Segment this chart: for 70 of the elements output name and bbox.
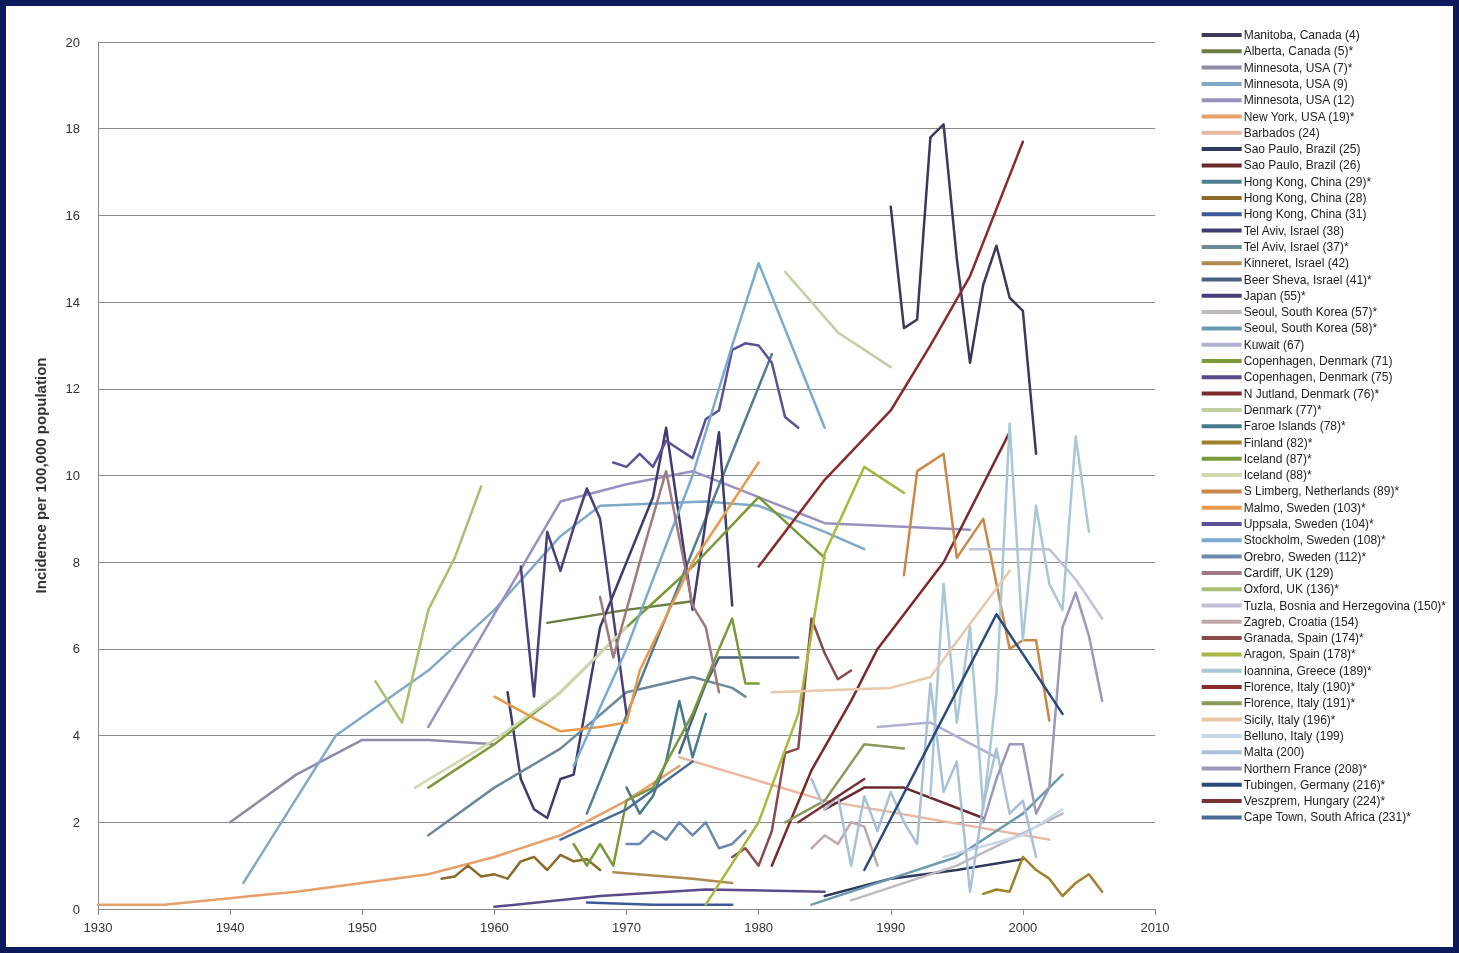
legend-label: Seoul, South Korea (57)* bbox=[1243, 305, 1378, 320]
legend-label: Tel Aviv, Israel (37)* bbox=[1243, 239, 1349, 254]
legend-label: Faroe Islands (78)* bbox=[1243, 419, 1347, 434]
legend-label: Sicily, Italy (196)* bbox=[1243, 712, 1336, 727]
legend-label: Beer Sheva, Israel (41)* bbox=[1243, 272, 1373, 287]
legend-label: Cardiff, UK (129) bbox=[1243, 565, 1334, 580]
legend-label: Tubingen, Germany (216)* bbox=[1243, 777, 1386, 792]
x-tick-label: 1980 bbox=[744, 920, 774, 935]
legend-label: Malmo, Sweden (103)* bbox=[1243, 500, 1367, 515]
legend-label: Orebro, Sweden (112)* bbox=[1243, 549, 1367, 564]
y-tick-label: 8 bbox=[72, 554, 80, 570]
legend-label: N Jutland, Denmark (76)* bbox=[1243, 386, 1380, 401]
legend-label: New York, USA (19)* bbox=[1243, 109, 1355, 124]
legend-label: Veszprem, Hungary (224)* bbox=[1243, 794, 1386, 809]
y-tick-label: 12 bbox=[65, 381, 80, 397]
x-tick-label: 1960 bbox=[479, 920, 509, 935]
legend-label: Stockholm, Sweden (108)* bbox=[1243, 533, 1387, 548]
x-tick-label: 2000 bbox=[1008, 920, 1038, 935]
x-tick-label: 1970 bbox=[612, 920, 641, 935]
legend-label: Finland (82)* bbox=[1243, 435, 1313, 450]
legend-label: Denmark (77)* bbox=[1243, 402, 1323, 417]
x-tick-label: 1940 bbox=[215, 920, 245, 935]
legend-label: Japan (55)* bbox=[1243, 288, 1307, 303]
y-axis-title: Incidence per 100,000 population bbox=[32, 357, 49, 594]
y-tick-label: 16 bbox=[65, 207, 80, 223]
y-tick-label: 6 bbox=[72, 641, 80, 657]
y-tick-label: 10 bbox=[65, 468, 80, 483]
legend-label: Minnesota, USA (12) bbox=[1243, 93, 1355, 108]
legend-label: Copenhagen, Denmark (71) bbox=[1243, 354, 1393, 368]
y-tick-label: 14 bbox=[65, 294, 80, 310]
legend-label: Manitoba, Canada (4) bbox=[1243, 28, 1360, 42]
legend-label: Florence, Italy (190)* bbox=[1243, 680, 1356, 694]
y-tick-label: 0 bbox=[72, 901, 80, 917]
legend-label: Belluno, Italy (199) bbox=[1243, 728, 1344, 743]
legend-label: Minnesota, USA (9) bbox=[1243, 76, 1348, 91]
legend-label: Zagreb, Croatia (154) bbox=[1243, 614, 1359, 629]
legend-label: Sao Paulo, Brazil (26) bbox=[1243, 158, 1361, 173]
legend-label: Seoul, South Korea (58)* bbox=[1243, 321, 1378, 336]
y-tick-label: 2 bbox=[72, 814, 80, 830]
y-tick-label: 20 bbox=[65, 34, 80, 50]
legend-label: Northern France (208)* bbox=[1243, 761, 1368, 776]
legend-label: Hong Kong, China (29)* bbox=[1243, 174, 1372, 189]
legend-label: Tel Aviv, Israel (38) bbox=[1243, 223, 1344, 238]
y-tick-label: 18 bbox=[65, 121, 80, 137]
legend-label: Sao Paulo, Brazil (25) bbox=[1243, 142, 1361, 157]
legend-label: Cape Town, South Africa (231)* bbox=[1243, 810, 1412, 825]
legend-label: Kinneret, Israel (42) bbox=[1243, 256, 1350, 271]
legend-label: Copenhagen, Denmark (75) bbox=[1243, 370, 1393, 385]
legend-label: Uppsala, Sweden (104)* bbox=[1243, 517, 1375, 531]
legend-label: Barbados (24) bbox=[1243, 125, 1320, 140]
legend-label: Minnesota, USA (7)* bbox=[1243, 60, 1353, 75]
x-tick-label: 1990 bbox=[876, 920, 906, 935]
legend-label: Florence, Italy (191)* bbox=[1243, 696, 1356, 711]
x-tick-label: 1930 bbox=[83, 920, 113, 935]
legend-label: Oxford, UK (136)* bbox=[1243, 582, 1340, 597]
legend-label: Hong Kong, China (31) bbox=[1243, 207, 1367, 222]
y-tick-label: 4 bbox=[72, 728, 80, 744]
legend-label: Malta (200) bbox=[1243, 745, 1305, 760]
legend-label: Iceland (87)* bbox=[1243, 451, 1313, 466]
x-tick-label: 2010 bbox=[1140, 920, 1170, 935]
legend-label: Tuzla, Bosnia and Herzegovina (150)* bbox=[1243, 598, 1447, 613]
legend-label: Granada, Spain (174)* bbox=[1243, 631, 1365, 646]
x-tick-label: 1950 bbox=[347, 920, 377, 935]
legend-label: S Limberg, Netherlands (89)* bbox=[1243, 484, 1400, 499]
legend-label: Iceland (88)* bbox=[1243, 468, 1313, 483]
legend-label: Kuwait (67) bbox=[1243, 337, 1305, 352]
legend-label: Alberta, Canada (5)* bbox=[1243, 44, 1354, 59]
legend-label: Ioannina, Greece (189)* bbox=[1243, 663, 1373, 678]
legend-label: Hong Kong, China (28) bbox=[1243, 191, 1367, 205]
legend-label: Aragon, Spain (178)* bbox=[1243, 647, 1357, 662]
